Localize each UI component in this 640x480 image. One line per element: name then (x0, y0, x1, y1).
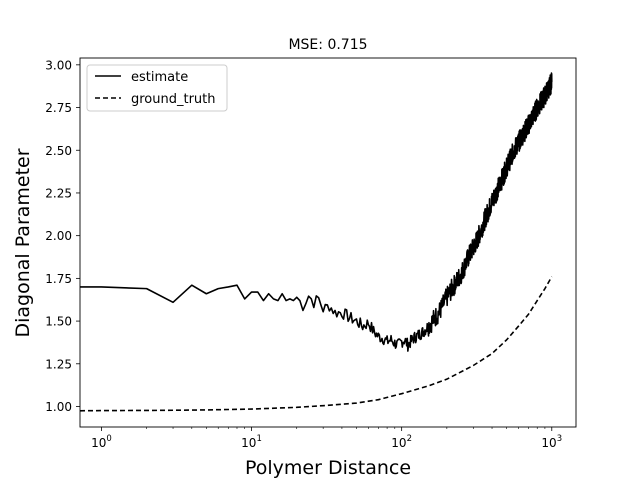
y-tick-label: 1.25 (45, 357, 72, 371)
legend-estimate-label: estimate (131, 70, 188, 85)
series-line-ground-truth (79, 276, 553, 412)
y-tick-label: 2.25 (45, 186, 72, 200)
plot-frame (79, 57, 577, 428)
y-tick-label: 3.00 (45, 58, 72, 72)
legend-box (86, 64, 228, 112)
legend-ground-truth-label: ground_truth (131, 92, 216, 107)
x-tick-label: 102 (391, 434, 412, 450)
y-tick-label: 2.75 (45, 101, 72, 115)
series-line-estimate (80, 72, 553, 352)
y-tick-label: 1.50 (45, 315, 72, 329)
x-axis-label: Polymer Distance (245, 457, 411, 479)
plot-lines (79, 72, 553, 412)
legend: estimate ground_truth (86, 64, 228, 112)
y-tick-label: 2.00 (45, 229, 72, 243)
chart-title: MSE: 0.715 (288, 37, 367, 53)
y-axis: 1.00 1.25 1.50 1.75 2.00 2.25 2.50 2.75 3.00 (45, 58, 80, 414)
x-tick-label: 101 (241, 434, 262, 450)
x-tick-label: 100 (91, 434, 112, 450)
y-tick-label: 1.75 (45, 272, 72, 286)
y-tick-label: 1.00 (45, 400, 72, 414)
y-tick-label: 2.50 (45, 144, 72, 158)
x-tick-label: 103 (541, 434, 562, 450)
y-axis-label: Diagonal Parameter (12, 148, 34, 337)
x-axis: 100 101 102 103 (91, 427, 562, 450)
